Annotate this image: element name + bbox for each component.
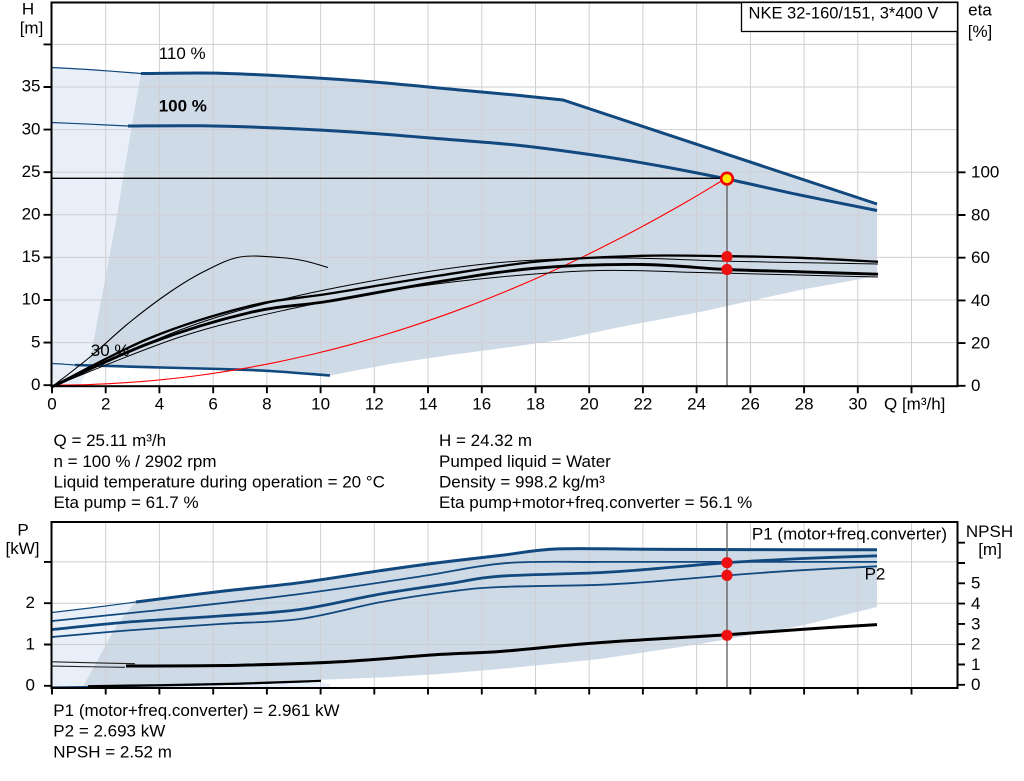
svg-text:NKE 32-160/151, 3*400 V: NKE 32-160/151, 3*400 V — [749, 4, 939, 22]
svg-text:Eta pump+motor+freq.converter: Eta pump+motor+freq.converter = 56.1 % — [439, 493, 752, 512]
svg-text:24: 24 — [687, 394, 706, 413]
svg-text:1: 1 — [971, 655, 980, 674]
svg-text:Pumped liquid = Water: Pumped liquid = Water — [439, 452, 611, 471]
svg-text:4: 4 — [155, 394, 164, 413]
svg-text:18: 18 — [526, 394, 545, 413]
svg-text:6: 6 — [208, 394, 217, 413]
svg-text:14: 14 — [419, 394, 438, 413]
svg-text:2: 2 — [101, 394, 110, 413]
svg-text:30: 30 — [22, 119, 41, 138]
svg-text:[%]: [%] — [968, 22, 993, 41]
svg-text:P2 = 2.693 kW: P2 = 2.693 kW — [53, 722, 165, 741]
svg-text:35: 35 — [22, 77, 41, 96]
svg-text:60: 60 — [971, 248, 990, 267]
svg-text:Density = 998.2 kg/m³: Density = 998.2 kg/m³ — [439, 472, 605, 491]
svg-text:15: 15 — [22, 247, 41, 266]
svg-text:0: 0 — [31, 375, 40, 394]
svg-text:2: 2 — [26, 593, 35, 612]
svg-text:[m]: [m] — [20, 18, 44, 37]
svg-text:Q [m³/h]: Q [m³/h] — [884, 394, 945, 413]
svg-text:110 %: 110 % — [159, 44, 206, 63]
svg-text:22: 22 — [633, 394, 652, 413]
svg-text:30 %: 30 % — [91, 341, 130, 360]
svg-text:P2: P2 — [865, 565, 886, 584]
svg-text:1: 1 — [26, 634, 35, 653]
svg-text:28: 28 — [795, 394, 814, 413]
svg-text:0: 0 — [26, 676, 35, 695]
svg-text:100 %: 100 % — [159, 97, 207, 116]
svg-text:P: P — [17, 521, 28, 540]
svg-text:P1 (motor+freq.converter) = 2.: P1 (motor+freq.converter) = 2.961 kW — [53, 701, 339, 720]
svg-text:H: H — [22, 0, 34, 19]
svg-text:2: 2 — [971, 635, 980, 654]
svg-text:10: 10 — [22, 290, 41, 309]
svg-text:25: 25 — [22, 162, 41, 181]
svg-text:NPSH = 2.52 m: NPSH = 2.52 m — [53, 742, 172, 761]
svg-text:3: 3 — [971, 614, 980, 633]
svg-text:eta: eta — [968, 0, 992, 19]
svg-text:[kW]: [kW] — [6, 539, 40, 558]
svg-text:100: 100 — [971, 163, 999, 182]
svg-text:4: 4 — [971, 594, 980, 613]
svg-text:[m]: [m] — [978, 540, 1002, 559]
svg-text:5: 5 — [971, 574, 980, 593]
svg-text:8: 8 — [262, 394, 271, 413]
svg-text:20: 20 — [22, 205, 41, 224]
svg-text:5: 5 — [31, 332, 40, 351]
svg-text:0: 0 — [971, 675, 980, 694]
svg-text:20: 20 — [580, 394, 599, 413]
svg-text:10: 10 — [311, 394, 330, 413]
svg-text:P1 (motor+freq.converter): P1 (motor+freq.converter) — [752, 525, 947, 544]
svg-text:0: 0 — [47, 394, 56, 413]
svg-text:NPSH: NPSH — [966, 522, 1013, 541]
svg-text:H = 24.32 m: H = 24.32 m — [439, 431, 532, 450]
svg-text:12: 12 — [365, 394, 384, 413]
svg-text:80: 80 — [971, 205, 990, 224]
svg-text:n = 100 % / 2902 rpm: n = 100 % / 2902 rpm — [54, 452, 217, 471]
svg-text:26: 26 — [741, 394, 760, 413]
svg-text:30: 30 — [848, 394, 867, 413]
svg-text:40: 40 — [971, 291, 990, 310]
svg-text:16: 16 — [472, 394, 491, 413]
svg-text:Eta pump = 61.7 %: Eta pump = 61.7 % — [54, 493, 199, 512]
svg-text:Liquid temperature during oper: Liquid temperature during operation = 20… — [54, 472, 385, 491]
svg-text:Q = 25.11 m³/h: Q = 25.11 m³/h — [54, 431, 167, 450]
svg-text:20: 20 — [971, 333, 990, 352]
svg-text:0: 0 — [971, 376, 980, 395]
